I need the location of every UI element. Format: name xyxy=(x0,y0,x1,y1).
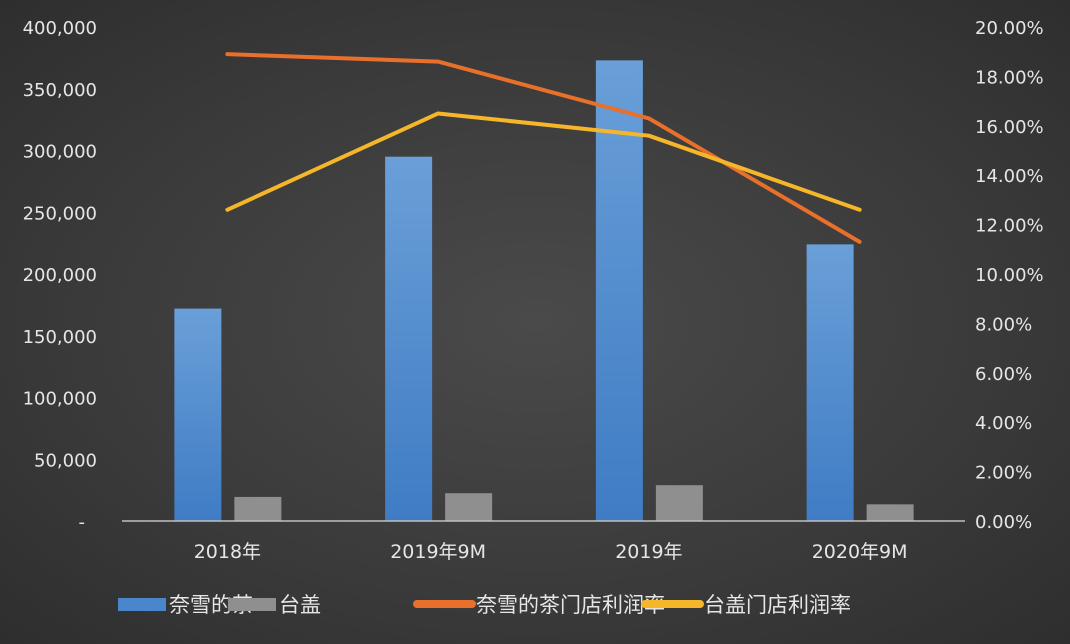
legend-label: 台盖 xyxy=(279,593,321,617)
legend-swatch xyxy=(228,598,276,611)
right-axis-tick-label: 6.00% xyxy=(975,364,1032,385)
left-axis-tick-label: 100,000 xyxy=(23,389,97,410)
right-axis-tick-label: 18.00% xyxy=(975,67,1044,88)
bar-naixue xyxy=(174,308,222,521)
bar-taigai xyxy=(866,504,914,521)
right-axis-tick-label: 12.00% xyxy=(975,216,1044,237)
x-axis-tick-label: 2019年9M xyxy=(390,541,486,563)
left-axis-tick-label: 250,000 xyxy=(23,203,97,224)
legend-swatch xyxy=(118,598,166,611)
left-axis-tick-label: 400,000 xyxy=(23,18,97,39)
bar-naixue xyxy=(806,244,854,522)
left-axis-tick-label: 200,000 xyxy=(23,265,97,286)
legend-label: 台盖门店利润率 xyxy=(704,593,851,617)
right-axis-tick-label: 2.00% xyxy=(975,463,1032,484)
right-axis-tick-label: 8.00% xyxy=(975,314,1032,335)
x-axis-tick-label: 2018年 xyxy=(194,541,261,563)
bar-taigai xyxy=(655,485,703,521)
left-axis-tick-label: 150,000 xyxy=(23,327,97,348)
bar-naixue xyxy=(385,156,433,522)
bar-taigai xyxy=(234,496,282,521)
bar-taigai xyxy=(445,493,493,521)
right-axis-tick-label: 20.00% xyxy=(975,18,1044,39)
legend-label: 奈雪的茶门店利润率 xyxy=(476,593,665,617)
x-axis-tick-label: 2019年 xyxy=(615,541,682,563)
left-axis-tick-label: 350,000 xyxy=(23,80,97,101)
right-axis-tick-label: 16.00% xyxy=(975,117,1044,138)
bar-naixue xyxy=(595,60,643,521)
left-axis-tick-label: 300,000 xyxy=(23,142,97,163)
right-axis-tick-label: 4.00% xyxy=(975,413,1032,434)
x-axis-tick-label: 2020年9M xyxy=(812,541,908,563)
right-axis-tick-label: 0.00% xyxy=(975,512,1032,533)
right-axis-tick-label: 10.00% xyxy=(975,265,1044,286)
line-naixue-margin xyxy=(225,52,862,244)
right-axis-tick-label: 14.00% xyxy=(975,166,1044,187)
line-taigai-margin xyxy=(225,111,862,212)
left-axis-tick-label: 50,000 xyxy=(34,450,97,471)
left-axis-tick-label: - xyxy=(79,512,86,533)
